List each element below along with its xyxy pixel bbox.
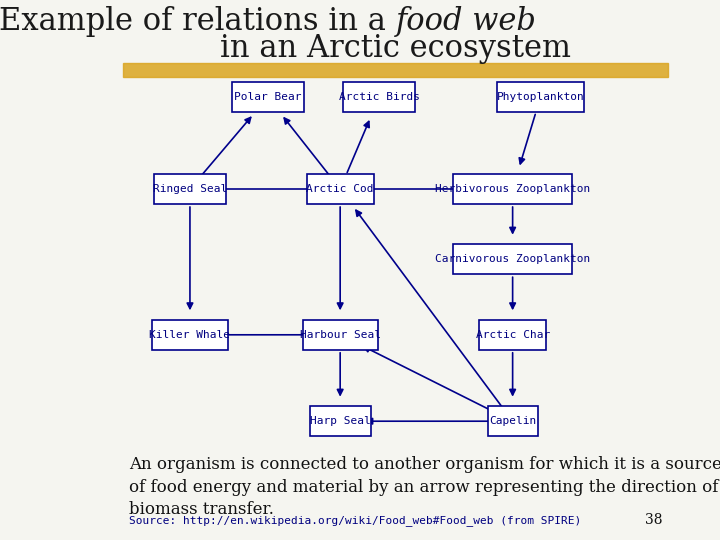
Text: Herbivorous Zooplankton: Herbivorous Zooplankton	[435, 184, 590, 194]
Text: An organism is connected to another organism for which it is a source
of food en: An organism is connected to another orga…	[129, 456, 720, 518]
FancyBboxPatch shape	[453, 244, 572, 274]
Text: Harbour Seal: Harbour Seal	[300, 330, 381, 340]
FancyBboxPatch shape	[307, 174, 374, 204]
FancyBboxPatch shape	[480, 320, 546, 350]
Text: Example of relations in a: Example of relations in a	[0, 6, 396, 37]
FancyBboxPatch shape	[453, 174, 572, 204]
Text: 38: 38	[645, 512, 663, 526]
Text: Harp Seal: Harp Seal	[310, 416, 371, 426]
Text: food web: food web	[396, 6, 536, 37]
Text: Arctic Cod: Arctic Cod	[307, 184, 374, 194]
Text: Source: http://en.wikipedia.org/wiki/Food_web#Food_web (from SPIRE): Source: http://en.wikipedia.org/wiki/Foo…	[129, 516, 581, 526]
Text: Arctic Char: Arctic Char	[475, 330, 550, 340]
Text: Polar Bear: Polar Bear	[234, 92, 302, 102]
Text: Arctic Birds: Arctic Birds	[338, 92, 420, 102]
FancyBboxPatch shape	[153, 320, 228, 350]
FancyBboxPatch shape	[154, 174, 226, 204]
FancyBboxPatch shape	[343, 82, 415, 112]
FancyBboxPatch shape	[310, 406, 371, 436]
Text: Ringed Seal: Ringed Seal	[153, 184, 227, 194]
Text: Killer Whale: Killer Whale	[150, 330, 230, 340]
FancyBboxPatch shape	[487, 406, 538, 436]
FancyBboxPatch shape	[498, 82, 583, 112]
Bar	[123, 63, 668, 77]
Text: Carnivorous Zooplankton: Carnivorous Zooplankton	[435, 254, 590, 264]
Text: Phytoplankton: Phytoplankton	[497, 92, 585, 102]
Text: Capelin: Capelin	[489, 416, 536, 426]
FancyBboxPatch shape	[302, 320, 378, 350]
FancyBboxPatch shape	[232, 82, 304, 112]
Text: in an Arctic ecosystem: in an Arctic ecosystem	[220, 33, 571, 64]
